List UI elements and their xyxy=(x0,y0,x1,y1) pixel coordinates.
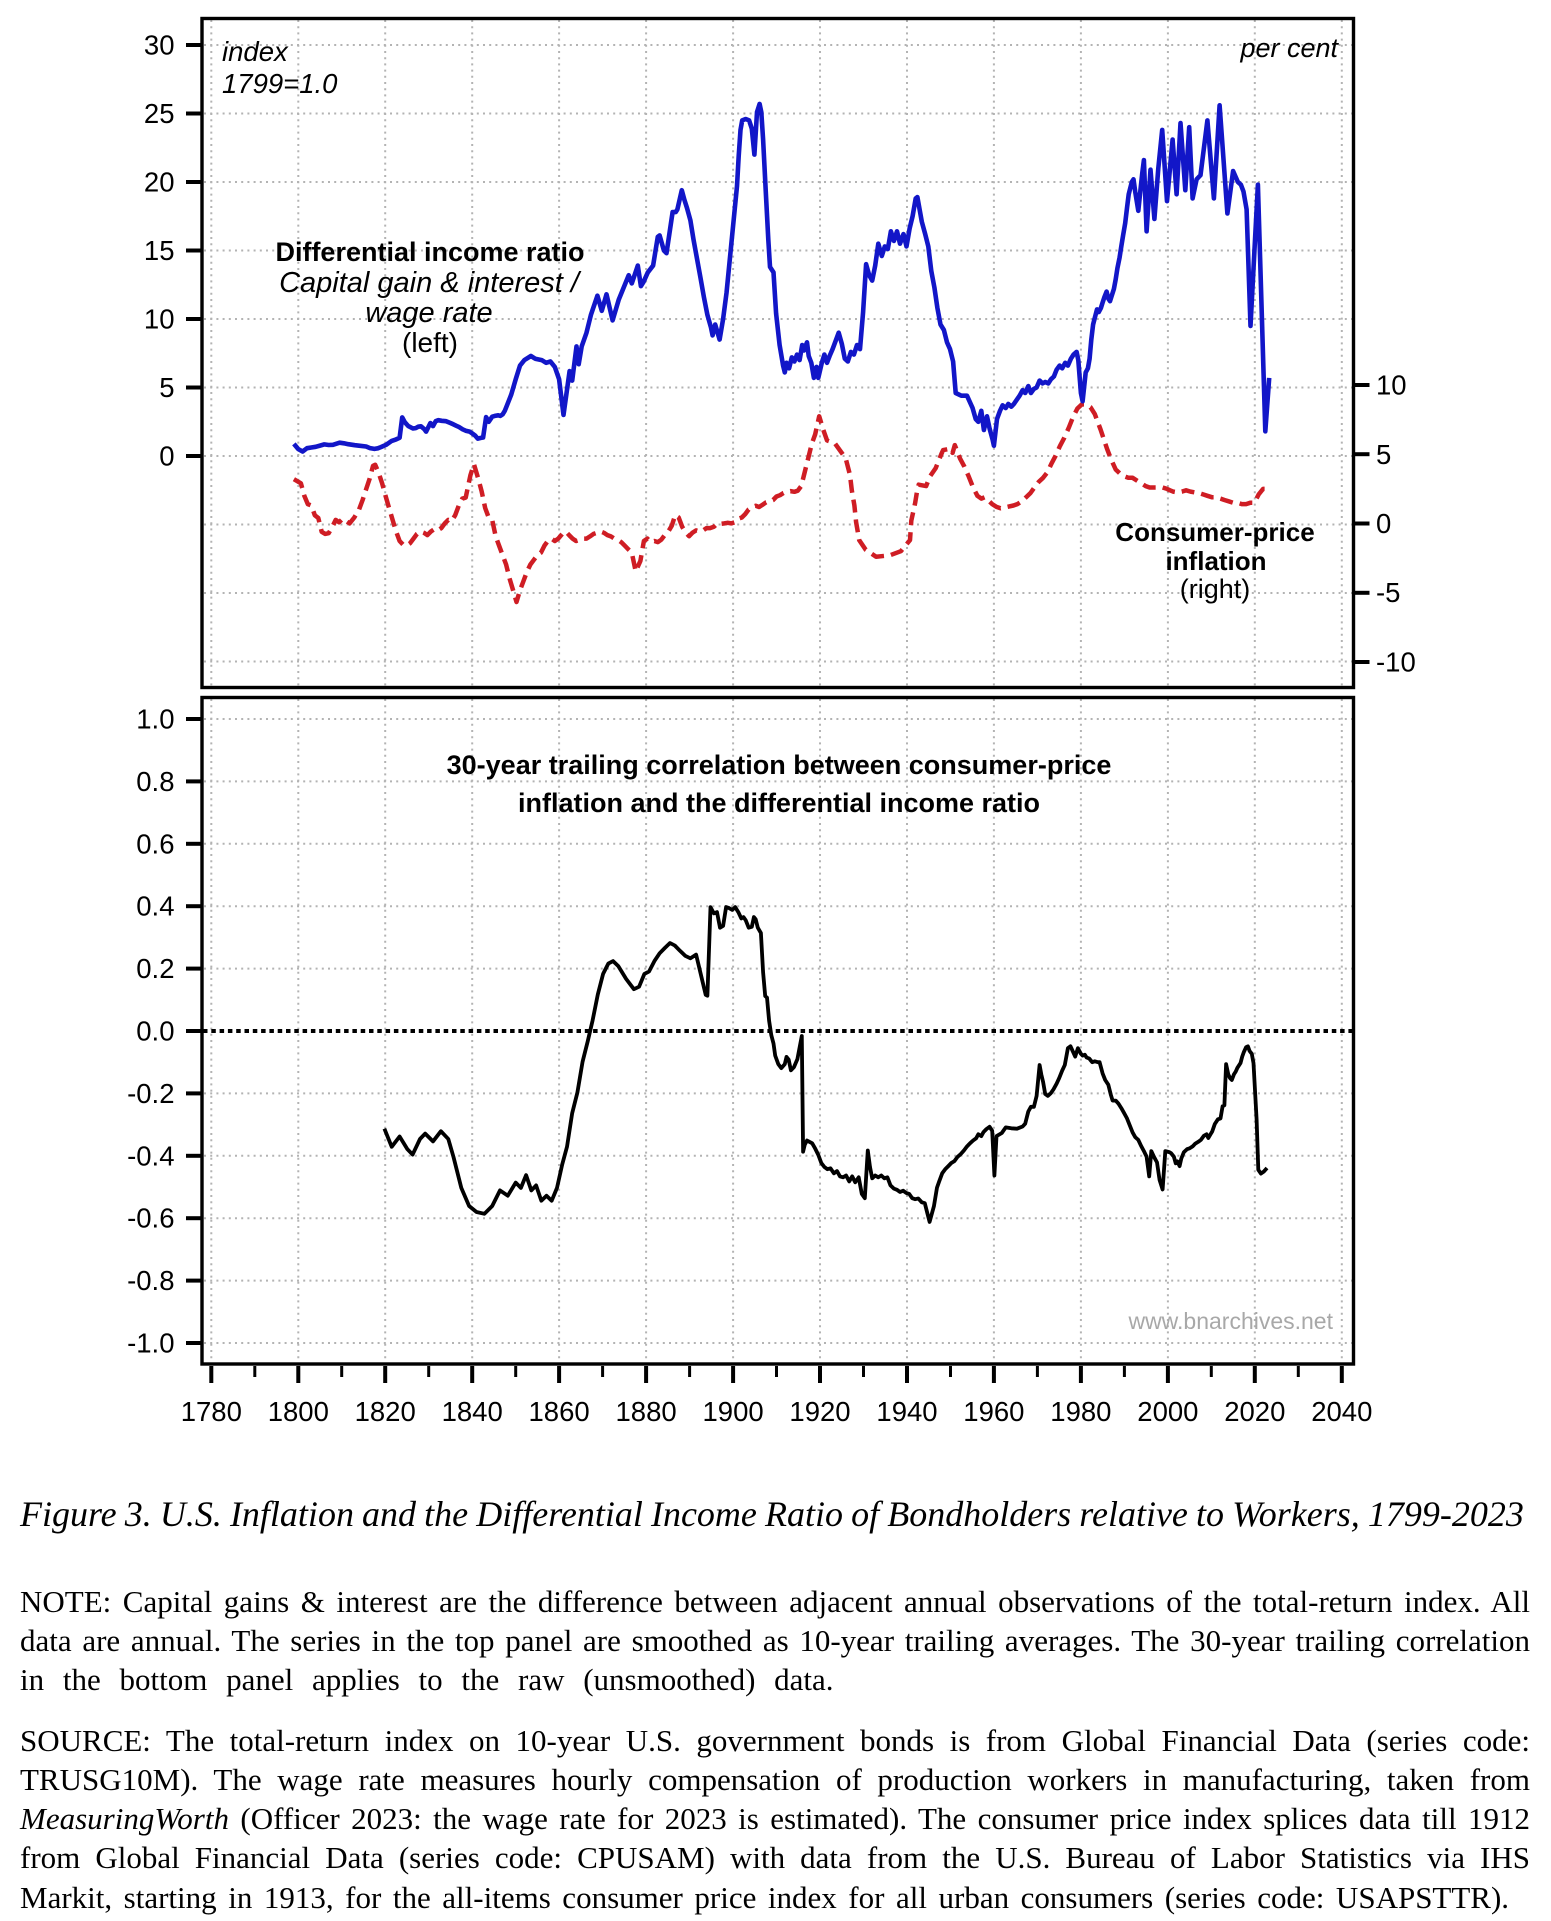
svg-text:per cent: per cent xyxy=(1239,33,1339,63)
svg-text:0: 0 xyxy=(159,441,174,472)
svg-text:1960: 1960 xyxy=(963,1396,1024,1427)
svg-text:www.bnarchives.net: www.bnarchives.net xyxy=(1127,1308,1333,1334)
svg-text:inflation and the differential: inflation and the differential income ra… xyxy=(518,788,1040,818)
svg-text:1900: 1900 xyxy=(703,1396,764,1427)
svg-text:1799=1.0: 1799=1.0 xyxy=(222,68,338,99)
svg-text:10: 10 xyxy=(144,304,175,335)
svg-text:-0.6: -0.6 xyxy=(127,1203,174,1234)
svg-text:0.4: 0.4 xyxy=(136,891,174,922)
svg-text:(left): (left) xyxy=(402,327,458,358)
svg-text:1800: 1800 xyxy=(268,1396,329,1427)
svg-text:2000: 2000 xyxy=(1137,1396,1198,1427)
svg-text:5: 5 xyxy=(1376,439,1391,470)
svg-text:0.0: 0.0 xyxy=(136,1016,174,1047)
svg-text:-0.2: -0.2 xyxy=(127,1078,174,1109)
svg-text:30: 30 xyxy=(144,30,175,61)
svg-text:-0.8: -0.8 xyxy=(127,1265,174,1296)
svg-text:1860: 1860 xyxy=(529,1396,590,1427)
svg-text:Differential income ratio: Differential income ratio xyxy=(275,237,584,267)
svg-text:index: index xyxy=(222,36,289,67)
svg-text:25: 25 xyxy=(144,98,175,129)
svg-text:1840: 1840 xyxy=(442,1396,503,1427)
svg-text:Capital gain & interest /: Capital gain & interest / xyxy=(279,267,582,299)
svg-text:1780: 1780 xyxy=(181,1396,242,1427)
svg-text:10: 10 xyxy=(1376,370,1407,401)
svg-text:0.2: 0.2 xyxy=(136,953,174,984)
svg-text:20: 20 xyxy=(144,167,175,198)
svg-text:2040: 2040 xyxy=(1311,1396,1372,1427)
svg-text:-10: -10 xyxy=(1376,647,1416,678)
svg-text:5: 5 xyxy=(159,372,174,403)
svg-text:1880: 1880 xyxy=(616,1396,677,1427)
svg-text:15: 15 xyxy=(144,235,175,266)
svg-text:1980: 1980 xyxy=(1050,1396,1111,1427)
svg-text:-5: -5 xyxy=(1376,577,1400,608)
svg-text:2020: 2020 xyxy=(1224,1396,1285,1427)
svg-text:1820: 1820 xyxy=(355,1396,416,1427)
svg-text:-1.0: -1.0 xyxy=(127,1328,174,1359)
svg-text:1.0: 1.0 xyxy=(136,704,174,735)
svg-text:Consumer-price: Consumer-price xyxy=(1115,517,1314,547)
svg-text:30-year trailing correlation b: 30-year trailing correlation between con… xyxy=(447,750,1112,780)
svg-text:wage rate: wage rate xyxy=(365,297,492,329)
svg-text:inflation: inflation xyxy=(1165,546,1266,576)
svg-text:(right): (right) xyxy=(1180,574,1251,604)
svg-text:1940: 1940 xyxy=(876,1396,937,1427)
svg-text:0: 0 xyxy=(1376,508,1391,539)
svg-text:0.6: 0.6 xyxy=(136,828,174,859)
svg-text:1920: 1920 xyxy=(789,1396,850,1427)
svg-text:0.8: 0.8 xyxy=(136,766,174,797)
svg-text:-0.4: -0.4 xyxy=(127,1140,174,1171)
